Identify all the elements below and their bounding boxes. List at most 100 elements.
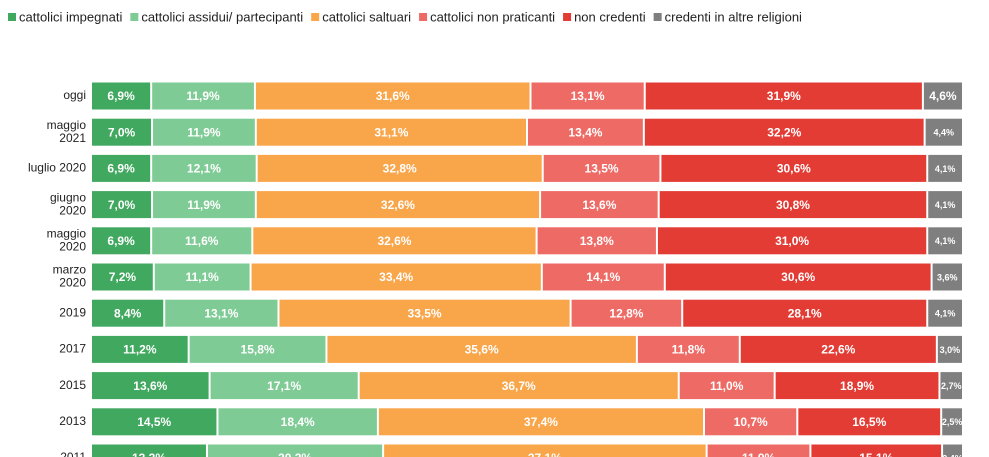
legend-label: cattolici saltuari: [322, 9, 411, 24]
value-label: 13,1%: [204, 306, 238, 320]
value-label: 20,2%: [278, 451, 312, 457]
bar-segment: [207, 444, 383, 457]
bar-segment: [928, 154, 962, 182]
value-label: 13,6%: [133, 379, 167, 393]
bar-segment: [256, 118, 526, 146]
value-label: 4,6%: [929, 89, 957, 103]
bar-segment: [928, 299, 962, 327]
bar-segment: [940, 372, 962, 400]
value-label: 11,6%: [185, 234, 219, 248]
legend-label: non credenti: [574, 9, 646, 24]
category-label: 2020: [59, 239, 86, 253]
value-label: 32,6%: [381, 198, 415, 212]
bar-segment: [92, 408, 217, 436]
value-label: 3,6%: [937, 272, 958, 282]
bar-segment: [665, 263, 931, 291]
value-label: 11,9%: [187, 198, 221, 212]
value-label: 15,8%: [241, 343, 275, 357]
bar-segment: [707, 444, 810, 457]
bar-segment: [659, 191, 927, 219]
bar-segment: [775, 372, 939, 400]
value-label: 7,0%: [108, 125, 136, 139]
value-label: 22,6%: [821, 343, 855, 357]
bar-segment: [92, 154, 151, 182]
legend-swatch: [563, 13, 572, 21]
value-label: 8,4%: [114, 306, 142, 320]
legend-label: cattolici non praticanti: [430, 9, 555, 24]
value-label: 17,1%: [267, 379, 301, 393]
legend-swatch: [130, 13, 139, 21]
bar-segment: [679, 372, 774, 400]
value-label: 4,1%: [935, 309, 956, 319]
bar-segment: [92, 227, 151, 255]
value-label: 13,1%: [571, 89, 605, 103]
category-label: 2013: [59, 414, 86, 428]
bar-segment: [571, 299, 682, 327]
value-label: 15,1%: [859, 451, 893, 457]
bar-segment: [384, 444, 706, 457]
bar-segment: [253, 227, 536, 255]
value-label: 11,9%: [187, 125, 221, 139]
value-label: 11,9%: [742, 451, 776, 457]
bar-segment: [251, 263, 541, 291]
category-label: 2021: [59, 131, 86, 145]
bar-segment: [92, 82, 151, 110]
bar-segment: [645, 82, 922, 110]
category-label: 2019: [59, 305, 86, 319]
category-label: maggio: [47, 226, 87, 240]
value-label: 13,5%: [585, 162, 619, 176]
value-label: 2,4%: [942, 453, 963, 457]
bar-segment: [92, 372, 209, 400]
bar-segment: [542, 263, 664, 291]
bar-segment: [153, 118, 255, 146]
bar-segment: [218, 408, 377, 436]
value-label: 33,4%: [379, 270, 413, 284]
bar-segment: [943, 444, 962, 457]
value-label: 11,9%: [186, 89, 220, 103]
value-label: 32,8%: [383, 162, 417, 176]
bar-segment: [327, 335, 636, 363]
legend-label: cattolici impegnati: [19, 9, 122, 24]
bar-segment: [92, 263, 153, 291]
bar-segment: [637, 335, 739, 363]
value-label: 31,0%: [775, 234, 809, 248]
bar-segment: [257, 154, 542, 182]
bar-segment: [279, 299, 570, 327]
value-label: 18,4%: [281, 415, 315, 429]
value-label: 6,9%: [107, 89, 135, 103]
bar-segment: [92, 444, 206, 457]
legend-label: cattolici assidui/ partecipanti: [141, 9, 303, 24]
bar-segment: [92, 191, 152, 219]
value-label: 33,5%: [408, 306, 442, 320]
value-label: 13,8%: [580, 234, 614, 248]
category-label: maggio: [47, 118, 87, 132]
value-label: 6,9%: [107, 234, 135, 248]
value-label: 13,3%: [132, 451, 166, 457]
value-label: 14,1%: [586, 270, 620, 284]
value-label: 31,9%: [767, 89, 801, 103]
value-label: 30,8%: [776, 198, 810, 212]
bar-segment: [925, 118, 962, 146]
value-label: 18,9%: [840, 379, 874, 393]
bar-segment: [154, 263, 250, 291]
category-label: 2015: [59, 378, 86, 392]
category-label: 2017: [59, 342, 86, 356]
category-label: oggi: [63, 88, 86, 102]
bar-segment: [378, 408, 704, 436]
value-label: 11,1%: [185, 270, 219, 284]
value-label: 12,8%: [609, 306, 643, 320]
value-label: 37,1%: [528, 451, 562, 457]
bar-segment: [153, 191, 255, 219]
bar-segment: [705, 408, 797, 436]
value-label: 37,4%: [524, 415, 558, 429]
bar-segment: [255, 82, 530, 110]
value-label: 4,1%: [935, 164, 956, 174]
value-label: 31,1%: [374, 125, 408, 139]
value-label: 10,7%: [734, 415, 768, 429]
bar-segment: [937, 335, 962, 363]
value-label: 4,1%: [935, 200, 956, 210]
value-label: 2,7%: [941, 381, 962, 391]
bar-segment: [928, 227, 962, 255]
bar-segment: [210, 372, 358, 400]
